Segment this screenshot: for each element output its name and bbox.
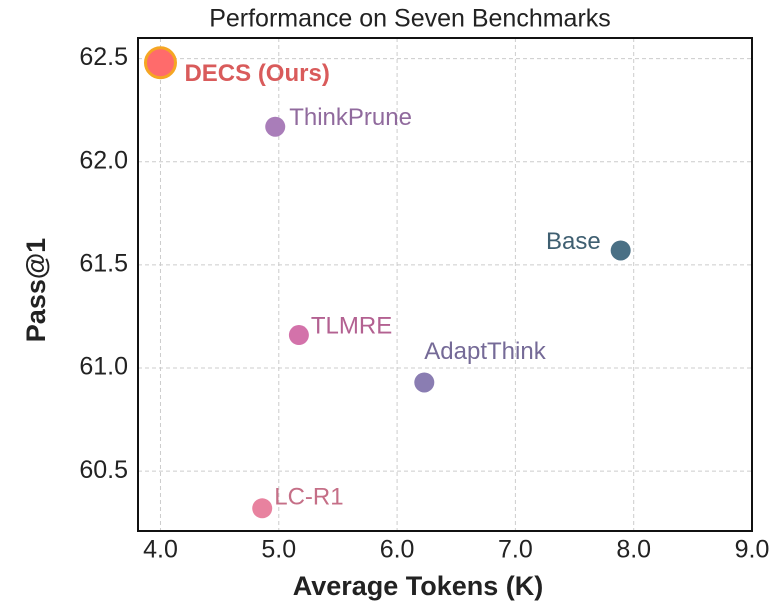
chart-title: Performance on Seven Benchmarks — [209, 5, 611, 33]
point-label: AdaptThink — [424, 338, 546, 365]
y-axis-label: Pass@1 — [21, 238, 51, 342]
y-tick-label: 62.5 — [79, 43, 128, 71]
x-tick-label: 9.0 — [735, 536, 770, 564]
point-label: TLMRE — [311, 312, 392, 339]
point — [265, 116, 286, 137]
point-label: ThinkPrune — [289, 104, 412, 131]
point — [414, 372, 435, 393]
x-tick-label: 4.0 — [143, 536, 178, 564]
point-label: Base — [546, 228, 601, 255]
y-tick-label: 60.5 — [79, 456, 128, 484]
y-tick-label: 62.0 — [79, 146, 128, 174]
x-tick-label: 7.0 — [498, 536, 533, 564]
point — [610, 240, 631, 261]
point — [252, 498, 273, 519]
y-tick-label: 61.5 — [79, 250, 128, 278]
point — [288, 325, 309, 346]
x-axis-label: Average Tokens (K) — [293, 571, 544, 601]
x-tick-label: 5.0 — [261, 536, 296, 564]
x-tick-label: 6.0 — [380, 536, 415, 564]
x-tick-label: 8.0 — [616, 536, 651, 564]
point-label: LC-R1 — [274, 484, 343, 511]
point-label: DECS (Ours) — [184, 60, 329, 87]
y-tick-label: 61.0 — [79, 353, 128, 381]
plot-frame — [137, 37, 753, 532]
point — [143, 46, 177, 80]
